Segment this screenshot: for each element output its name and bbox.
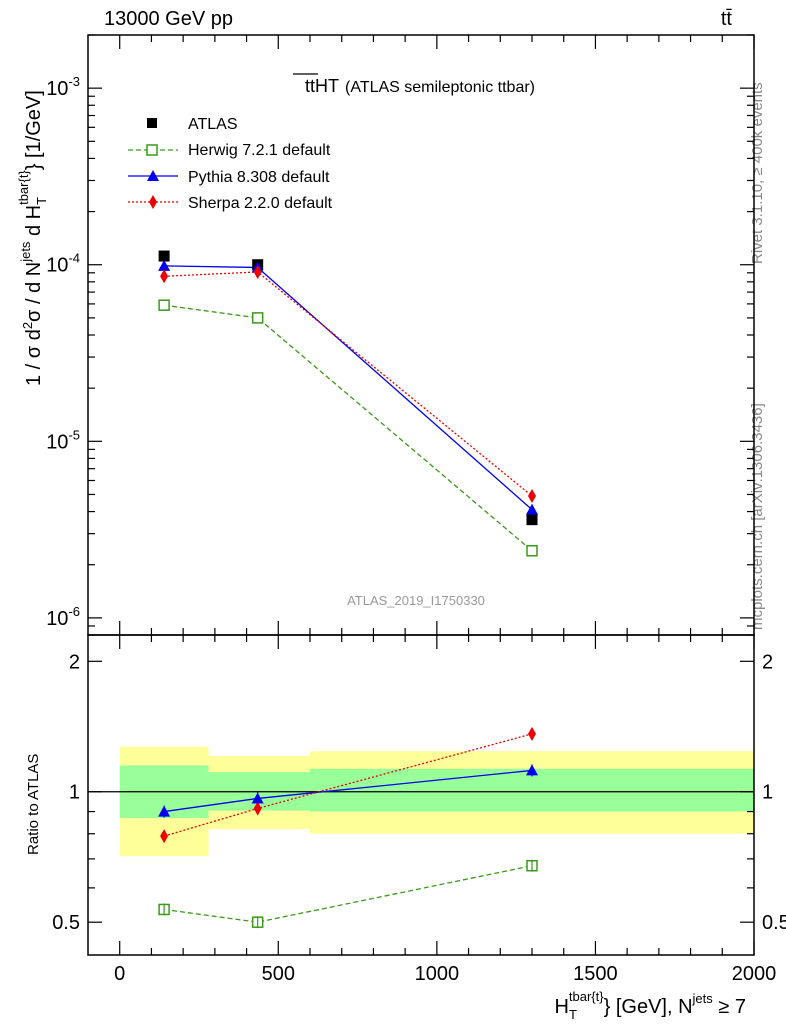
main-y-tick-label-4: 10-3 [46, 74, 80, 100]
main-y-tick-label-1: 10-6 [46, 604, 80, 630]
title-main: tt [305, 76, 315, 96]
series-line-herwig [164, 304, 533, 552]
x-tick-labels: 0 500 1000 1500 2000 [114, 963, 776, 985]
data-point-sherpa-2 [253, 264, 262, 279]
main-y-tick-label-3: 10-4 [46, 251, 80, 277]
data-point-atlas-3 [526, 514, 538, 526]
x-axis-label: HTtbar{t}} [GeV], Njets ≥ 7 [555, 989, 747, 1022]
legend: ATLAS Herwig 7.2.1 default Pythia 8.308 … [128, 116, 333, 212]
ratio-y-tick-label-left-2: 1 [69, 782, 80, 804]
legend-marker-sherpa [149, 195, 157, 209]
main-series-markers [158, 250, 538, 557]
rivet-label: Rivet 3.1.10, ≥ 400k events [749, 82, 766, 264]
data-point-herwig-3 [526, 545, 538, 557]
analysis-label: ATLAS_2019_I1750330 [347, 593, 485, 608]
plot-title: ttHT (ATLAS semileptonic ttbar) [305, 76, 535, 96]
main-axis-ticks [88, 34, 755, 636]
ratio-frame [87, 634, 755, 956]
energy-label: 13000 GeV pp [104, 8, 233, 30]
series-line-sherpa [164, 271, 533, 497]
legend-label-sherpa: Sherpa 2.2.0 default [188, 195, 333, 212]
legend-marker-herwig [146, 144, 158, 156]
ratio-y-tick-label-right-1: 0.5 [762, 912, 786, 934]
ratio-uncertainty-bands [119, 746, 754, 857]
main-y-tick-label-2: 10-5 [46, 427, 80, 453]
legend-label-atlas: ATLAS [188, 116, 238, 133]
main-y-axis-label: 1 / σ d2σ / d Njets d HTtbar{t}} [1/GeV] [16, 90, 49, 386]
ratio-y-axis-label: Ratio to ATLAS [25, 754, 42, 855]
data-point-sherpa-3 [528, 489, 536, 504]
data-point-pythia-3 [526, 503, 538, 515]
legend-label-pythia: Pythia 8.308 default [188, 169, 330, 186]
process-label: tt̄ [721, 8, 733, 30]
title-overline: HT [315, 76, 339, 96]
x-tick-label-2: 500 [262, 963, 295, 985]
series-line-pythia [164, 265, 533, 511]
data-point-pythia-1 [158, 259, 171, 271]
data-point-sherpa-1 [160, 269, 169, 284]
x-tick-label-3: 1000 [415, 963, 460, 985]
ratio-y-tick-label-left-3: 2 [69, 651, 80, 673]
x-tick-label-1: 0 [114, 963, 125, 985]
main-y-tick-labels: 10-6 10-5 10-4 10-3 [46, 74, 80, 630]
title-suffix: (ATLAS semileptonic ttbar) [345, 79, 535, 96]
ratio-y-tick-labels: 0.5 0.5 1 1 2 2 [52, 651, 786, 934]
data-point-herwig-2 [251, 312, 264, 324]
ratio-axis-ticks [88, 635, 755, 955]
legend-marker-pythia [147, 170, 159, 181]
ratio-series-markers [158, 726, 538, 929]
ratio-y-tick-label-right-2: 1 [762, 782, 773, 804]
ratio-y-tick-label-left-1: 0.5 [52, 912, 80, 934]
x-tick-label-5: 2000 [732, 963, 777, 985]
data-point-herwig-1 [158, 299, 170, 311]
legend-label-herwig: Herwig 7.2.1 default [188, 142, 331, 159]
ratio-panel: 0.5 0.5 1 1 2 2 0 500 1000 1500 2000 Ratio to ATL… [25, 634, 786, 1022]
ratio-y-tick-label-right-3: 2 [762, 651, 773, 673]
data-point-atlas-1 [158, 250, 170, 262]
main-panel: 10-6 10-5 10-4 10-3 ttHT (ATLAS semileptonic… [16, 34, 755, 636]
legend-marker-atlas [147, 118, 157, 128]
mcplots-label: mcplots.cern.ch [arXiv:1306.3436] [749, 403, 766, 630]
main-series-lines [164, 265, 533, 552]
series-line-herwig [164, 865, 533, 923]
x-tick-label-4: 1500 [573, 963, 618, 985]
